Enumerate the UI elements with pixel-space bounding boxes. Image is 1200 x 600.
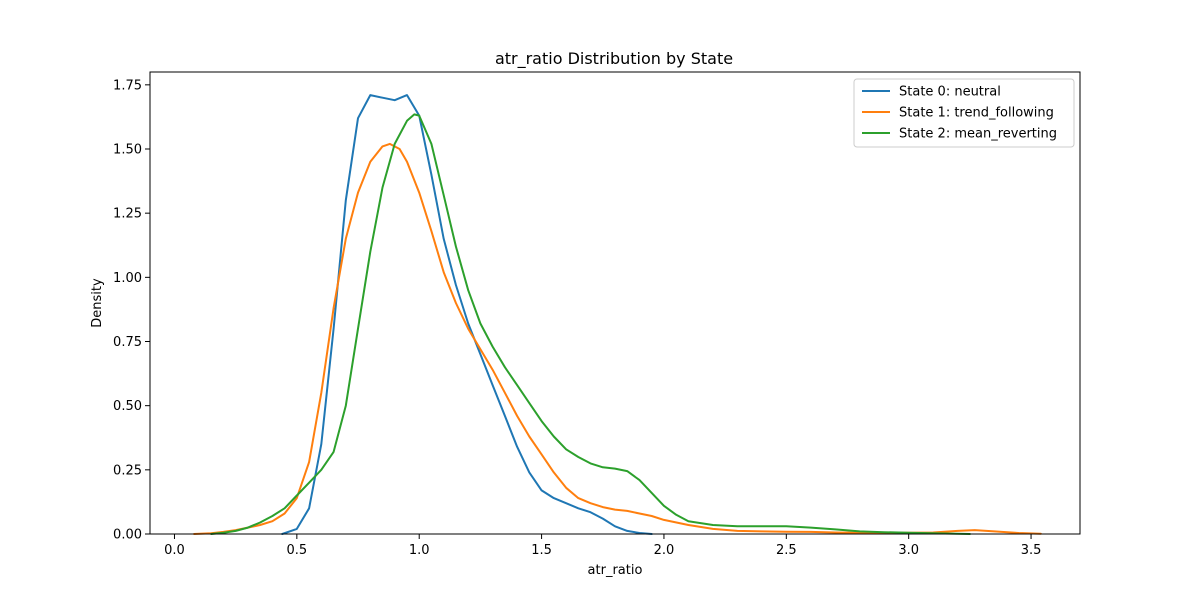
- y-tick-label: 0.25: [113, 463, 142, 478]
- x-tick-label: 2.5: [776, 543, 797, 558]
- legend-label-0: State 0: neutral: [899, 85, 1001, 100]
- series-line-0: [281, 94, 653, 535]
- plot-frame: [149, 71, 1081, 535]
- legend-label-1: State 1: trend_following: [899, 106, 1054, 121]
- y-axis-title: Density: [90, 278, 105, 328]
- x-tick-label: 1.0: [409, 543, 430, 558]
- chart-title: atr_ratio Distribution by State: [495, 49, 733, 69]
- y-tick-label: 0.50: [113, 399, 142, 414]
- y-tick-label: 1.25: [113, 207, 142, 222]
- y-tick-label: 0.00: [113, 528, 142, 543]
- x-tick-label: 3.0: [898, 543, 919, 558]
- y-tick-label: 1.50: [113, 143, 142, 158]
- x-axis-ticks: 0.0 0.5 1.0 1.5 2.0 2.5 3.0 3.5: [164, 534, 1041, 558]
- x-tick-label: 3.5: [1021, 543, 1042, 558]
- series-layer: [193, 94, 1042, 535]
- legend-box: [853, 78, 1075, 148]
- legend-label-2: State 2: mean_reverting: [899, 127, 1057, 142]
- y-axis-ticks: 0.00 0.25 0.50 0.75 1.00 1.25 1.50 1.75: [113, 78, 150, 543]
- series-line-1: [193, 142, 1042, 535]
- x-tick-label: 1.5: [531, 543, 552, 558]
- x-tick-label: 0.0: [164, 543, 185, 558]
- x-axis-title: atr_ratio: [588, 563, 643, 578]
- series-line-2: [210, 113, 971, 535]
- legend: State 0: neutral State 1: trend_following…: [853, 78, 1075, 148]
- x-tick-label: 0.5: [286, 543, 307, 558]
- y-tick-label: 1.00: [113, 271, 142, 286]
- y-tick-label: 0.75: [113, 335, 142, 350]
- y-tick-label: 1.75: [113, 78, 142, 93]
- x-tick-label: 2.0: [654, 543, 675, 558]
